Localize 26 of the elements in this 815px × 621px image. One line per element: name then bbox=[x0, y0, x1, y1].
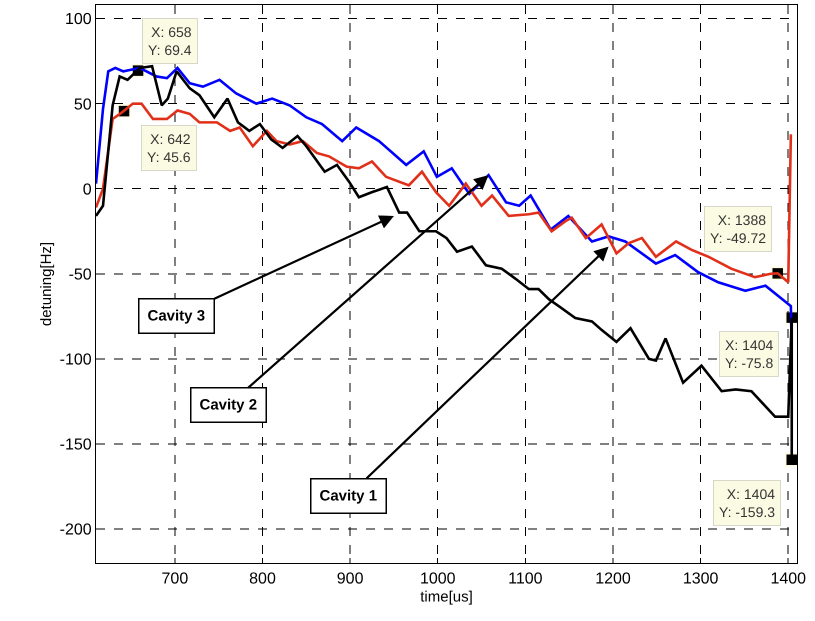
y-tick-label: -100 bbox=[60, 351, 92, 368]
y-tick-label: 0 bbox=[82, 181, 92, 198]
x-tick-label: 900 bbox=[336, 570, 364, 588]
x-tick-label: 1300 bbox=[682, 570, 719, 588]
x-tick-label: 700 bbox=[162, 570, 188, 588]
annotation: X: 658 Y: 69.4 bbox=[148, 24, 192, 58]
line-series bbox=[96, 102, 792, 284]
annotation: Cavity 3 bbox=[148, 308, 206, 324]
x-tick-label: 800 bbox=[249, 570, 276, 588]
y-tick-label: -150 bbox=[60, 436, 92, 454]
y-tick-label: 50 bbox=[74, 96, 92, 114]
annotation: X: 1404 Y: -159.3 bbox=[719, 486, 776, 520]
annotation: Cavity 2 bbox=[200, 396, 258, 414]
y-tick-label: -50 bbox=[68, 266, 92, 284]
x-tick-label: 1000 bbox=[420, 570, 456, 588]
annotation: Cavity 1 bbox=[320, 488, 378, 504]
x-axis-title: time[us] bbox=[420, 588, 473, 606]
y-axis-title: detuning[Hz] bbox=[38, 242, 55, 326]
annotation: X: 642 Y: 45.6 bbox=[147, 131, 191, 166]
annotation: X: 1404 Y: -75.8 bbox=[725, 337, 774, 372]
x-tick-label: 1100 bbox=[508, 570, 543, 588]
annotation: X: 1388 Y: -49.72 bbox=[710, 212, 766, 246]
x-tick-label: 1400 bbox=[770, 570, 806, 588]
y-tick-label: -200 bbox=[60, 522, 92, 539]
y-tick-label: 100 bbox=[64, 11, 92, 28]
x-tick-label: 1200 bbox=[595, 570, 631, 588]
